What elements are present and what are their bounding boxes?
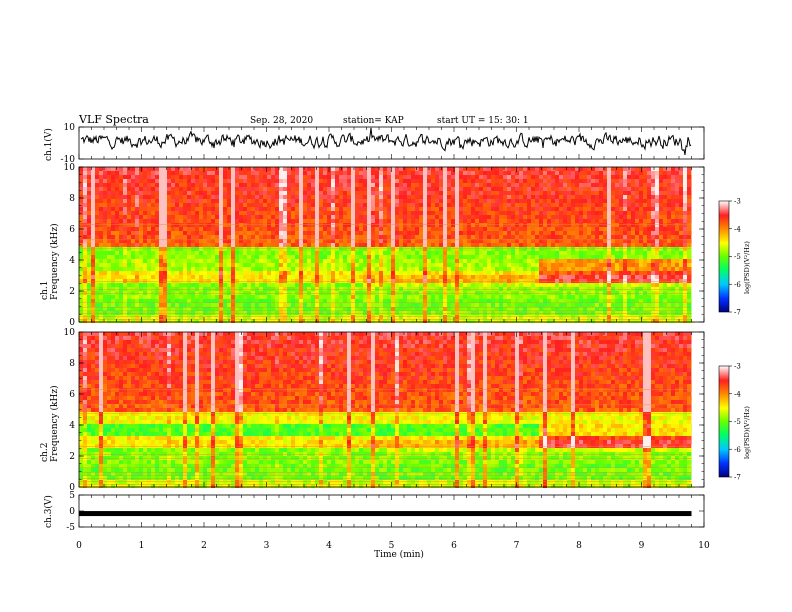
- ch3-waveform-ylabel: ch.3(V): [43, 495, 54, 528]
- ch1-spectrogram-panel: 0 2 4 6 8 10: [64, 163, 704, 328]
- x-tick-label: 8: [576, 541, 582, 551]
- ch2-spectrogram-ylabel: ch.2 Frequency (kHz): [40, 385, 60, 462]
- x-tick-label: 0: [76, 541, 82, 551]
- ch2-spectrogram-ytick-label: 10: [64, 328, 76, 338]
- colorbar-tick-label: -5: [734, 418, 741, 426]
- x-axis-label: Time (min): [374, 549, 424, 560]
- ch1-colorbar-label: log(PSD)(V²/Hz): [743, 241, 751, 294]
- colorbar-tick-label: -5: [734, 253, 741, 261]
- ch1-spectrogram-ytick-label: 4: [69, 256, 75, 266]
- start-ut-label: start UT = 15: 30: 1: [437, 116, 529, 126]
- x-tick-label: 9: [639, 541, 645, 551]
- colorbar-tick-label: -7: [734, 309, 741, 317]
- x-tick-label: 7: [514, 541, 520, 551]
- ch1-spectrogram-ytick-label: 8: [69, 194, 75, 204]
- ch3-waveform-ytick-label: -5: [66, 523, 75, 533]
- ch2-colorbar-label: log(PSD)(V²/Hz): [743, 406, 751, 459]
- ch2-spectrogram-ytick-label: 2: [69, 452, 75, 462]
- colorbar-tick-label: -4: [734, 225, 741, 233]
- ch3-waveform-trace: [79, 511, 692, 516]
- ch2-spectrogram-image: [79, 332, 704, 488]
- date-label: Sep. 28, 2020: [250, 116, 313, 126]
- ch3-waveform-ytick-label: 5: [69, 491, 75, 501]
- ch1-spectrogram-image: [79, 167, 704, 323]
- ch1-spectrogram-ytick-label: 6: [69, 225, 75, 235]
- ch2-spectrogram-ytick-label: 6: [69, 390, 75, 400]
- figure-title: VLF Spectra: [78, 113, 149, 126]
- ch1-waveform-ylabel: ch.1(V): [43, 128, 54, 161]
- ch1-colorbar: -7 -6 -5 -4 -3 log(PSD)(V²/Hz): [719, 198, 751, 317]
- ch1-spectrogram-ytick-label: 10: [64, 163, 76, 173]
- ch2-colorbar: -7 -6 -5 -4 -3 log(PSD)(V²/Hz): [719, 363, 751, 482]
- colorbar-tick-label: -4: [734, 390, 741, 398]
- colorbar-tick-label: -6: [734, 281, 741, 289]
- ch1-spectrogram-ylabel: ch.1 Frequency (kHz): [40, 223, 60, 300]
- x-tick-label: 4: [326, 541, 332, 551]
- ch1-spectrogram-ytick-label: 2: [69, 287, 75, 297]
- colorbar-tick-label: -7: [734, 474, 741, 482]
- colorbar-tick-label: -3: [734, 198, 741, 206]
- x-tick-label: 2: [201, 541, 207, 551]
- ch2-spectrogram-ytick-label: 4: [69, 421, 75, 431]
- x-tick-label: 3: [264, 541, 270, 551]
- x-tick-label: 6: [451, 541, 457, 551]
- colorbar-tick-label: -3: [734, 363, 741, 371]
- ch1-waveform-trace: [81, 128, 691, 155]
- ch3-waveform-ytick-label: 0: [69, 507, 75, 517]
- x-tick-label: 10: [698, 541, 710, 551]
- station-label: station= KAP: [343, 116, 404, 126]
- ch1-spectrogram-ytick-label: 0: [69, 318, 75, 328]
- colorbar-tick-label: -6: [734, 446, 741, 454]
- ch2-spectrogram-ytick-label: 8: [69, 359, 75, 369]
- x-tick-label: 1: [139, 541, 145, 551]
- ch1-waveform-ytick-label: 10: [64, 123, 76, 133]
- ch3-waveform-panel: 50-50 1 2 3 4 5 6 7 8 9 10: [66, 491, 710, 551]
- ch1-waveform-panel: 10-10: [61, 123, 705, 165]
